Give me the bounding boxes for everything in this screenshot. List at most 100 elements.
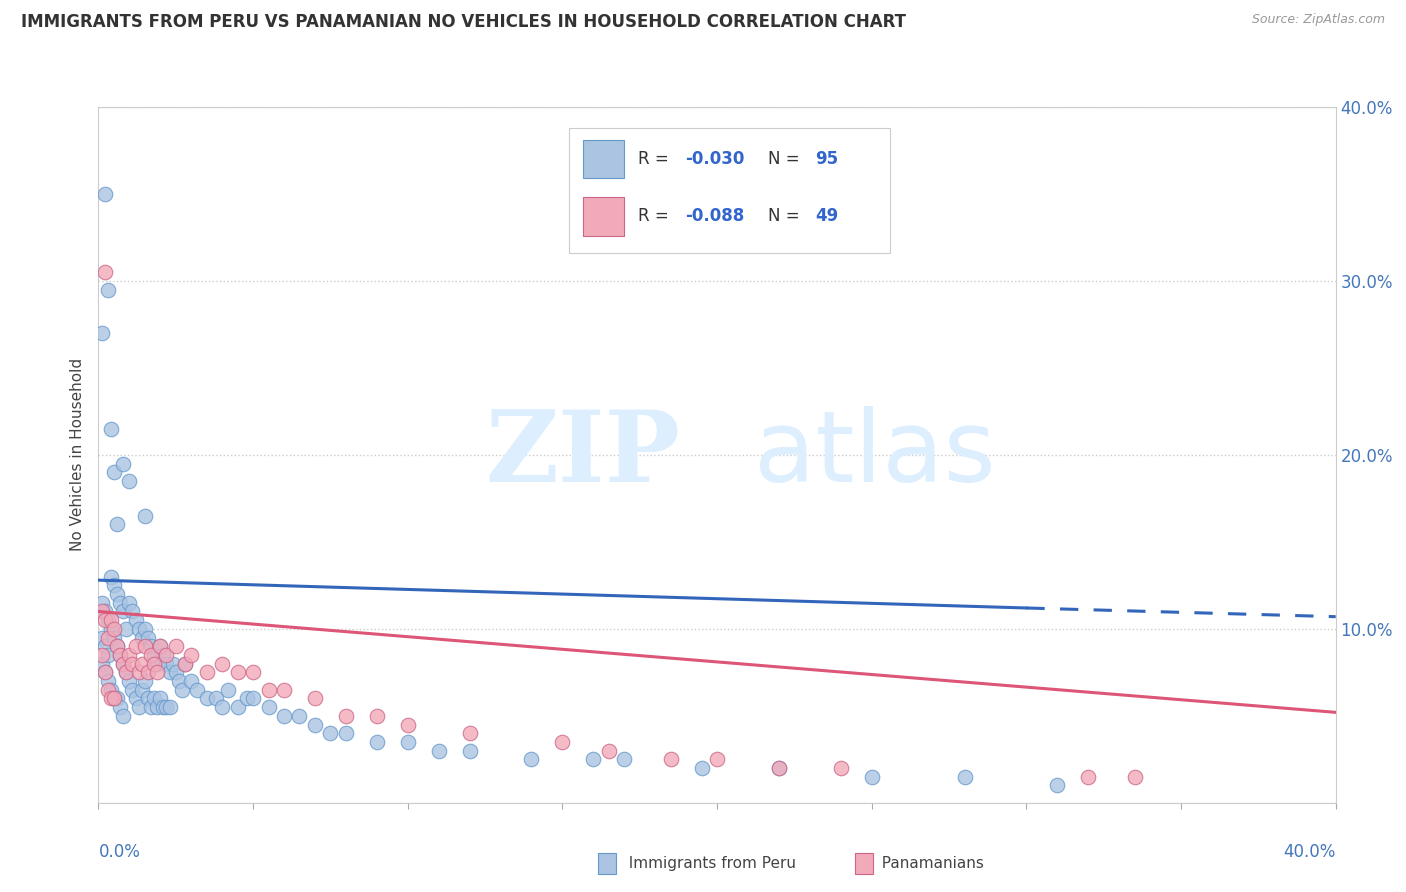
Point [118, 648, 141, 662]
Point [112, 657, 135, 671]
Point [115, 665, 138, 680]
Point [121, 605, 143, 619]
Point [427, 744, 450, 758]
Point [613, 752, 636, 766]
Point [180, 674, 202, 689]
Point [103, 691, 125, 706]
Point [118, 674, 141, 689]
Text: R =: R = [638, 207, 673, 226]
Point [131, 631, 153, 645]
Point [396, 735, 419, 749]
Point [103, 466, 125, 480]
Text: IMMIGRANTS FROM PERU VS PANAMANIAN NO VEHICLES IN HOUSEHOLD CORRELATION CHART: IMMIGRANTS FROM PERU VS PANAMANIAN NO VE… [21, 13, 905, 31]
Point [159, 700, 181, 714]
Text: N =: N = [768, 207, 804, 226]
Point [170, 682, 193, 697]
Point [139, 639, 162, 653]
Point [97, 613, 120, 627]
Point [706, 752, 728, 766]
Bar [583, 197, 624, 235]
Point [112, 657, 135, 671]
Point [155, 700, 177, 714]
Point [124, 691, 146, 706]
Point [103, 631, 125, 645]
Point [195, 665, 218, 680]
Point [458, 726, 481, 740]
Point [1046, 778, 1069, 792]
Text: 49: 49 [815, 207, 838, 226]
Point [143, 691, 166, 706]
Point [211, 657, 233, 671]
Point [139, 700, 162, 714]
Point [100, 613, 122, 627]
Point [830, 761, 852, 775]
Point [195, 691, 218, 706]
Point [149, 691, 172, 706]
Point [273, 708, 295, 723]
Point [186, 682, 208, 697]
Point [304, 691, 326, 706]
Point [100, 622, 122, 636]
Point [108, 648, 131, 662]
Point [134, 674, 156, 689]
Point [121, 657, 143, 671]
Point [768, 761, 790, 775]
Point [93, 665, 115, 680]
Point [90, 657, 112, 671]
Point [128, 700, 150, 714]
Point [124, 639, 146, 653]
Point [146, 657, 169, 671]
Point [97, 631, 120, 645]
Point [226, 700, 249, 714]
Point [319, 726, 342, 740]
Point [118, 474, 141, 488]
Point [131, 657, 153, 671]
Point [105, 639, 128, 653]
Point [115, 665, 138, 680]
Point [121, 682, 143, 697]
Point [335, 726, 357, 740]
Point [105, 691, 128, 706]
Point [659, 752, 682, 766]
Point [242, 665, 264, 680]
Text: ZIP: ZIP [485, 407, 681, 503]
Point [136, 691, 159, 706]
Point [257, 682, 280, 697]
Point [93, 265, 115, 279]
Point [131, 682, 153, 697]
Point [100, 570, 122, 584]
Point [205, 691, 228, 706]
Point [105, 587, 128, 601]
Point [582, 752, 605, 766]
Point [118, 596, 141, 610]
Point [242, 691, 264, 706]
Point [134, 639, 156, 653]
Point [1123, 770, 1146, 784]
Point [768, 761, 790, 775]
Point [396, 717, 419, 731]
Point [105, 639, 128, 653]
Point [100, 691, 122, 706]
Y-axis label: No Vehicles in Household: No Vehicles in Household [70, 359, 86, 551]
Point [124, 613, 146, 627]
Point [93, 187, 115, 202]
Point [1077, 770, 1099, 784]
Point [159, 665, 181, 680]
Point [143, 657, 166, 671]
Point [366, 708, 388, 723]
Text: -0.088: -0.088 [685, 207, 744, 226]
Point [136, 631, 159, 645]
Text: N =: N = [768, 150, 804, 168]
Point [211, 700, 233, 714]
Point [152, 648, 174, 662]
Point [97, 682, 120, 697]
Point [165, 665, 187, 680]
Point [100, 682, 122, 697]
Point [112, 457, 135, 471]
Text: 95: 95 [815, 150, 838, 168]
Point [128, 622, 150, 636]
Text: 40.0%: 40.0% [1284, 843, 1336, 861]
Point [93, 613, 115, 627]
Point [366, 735, 388, 749]
Bar [583, 140, 624, 178]
